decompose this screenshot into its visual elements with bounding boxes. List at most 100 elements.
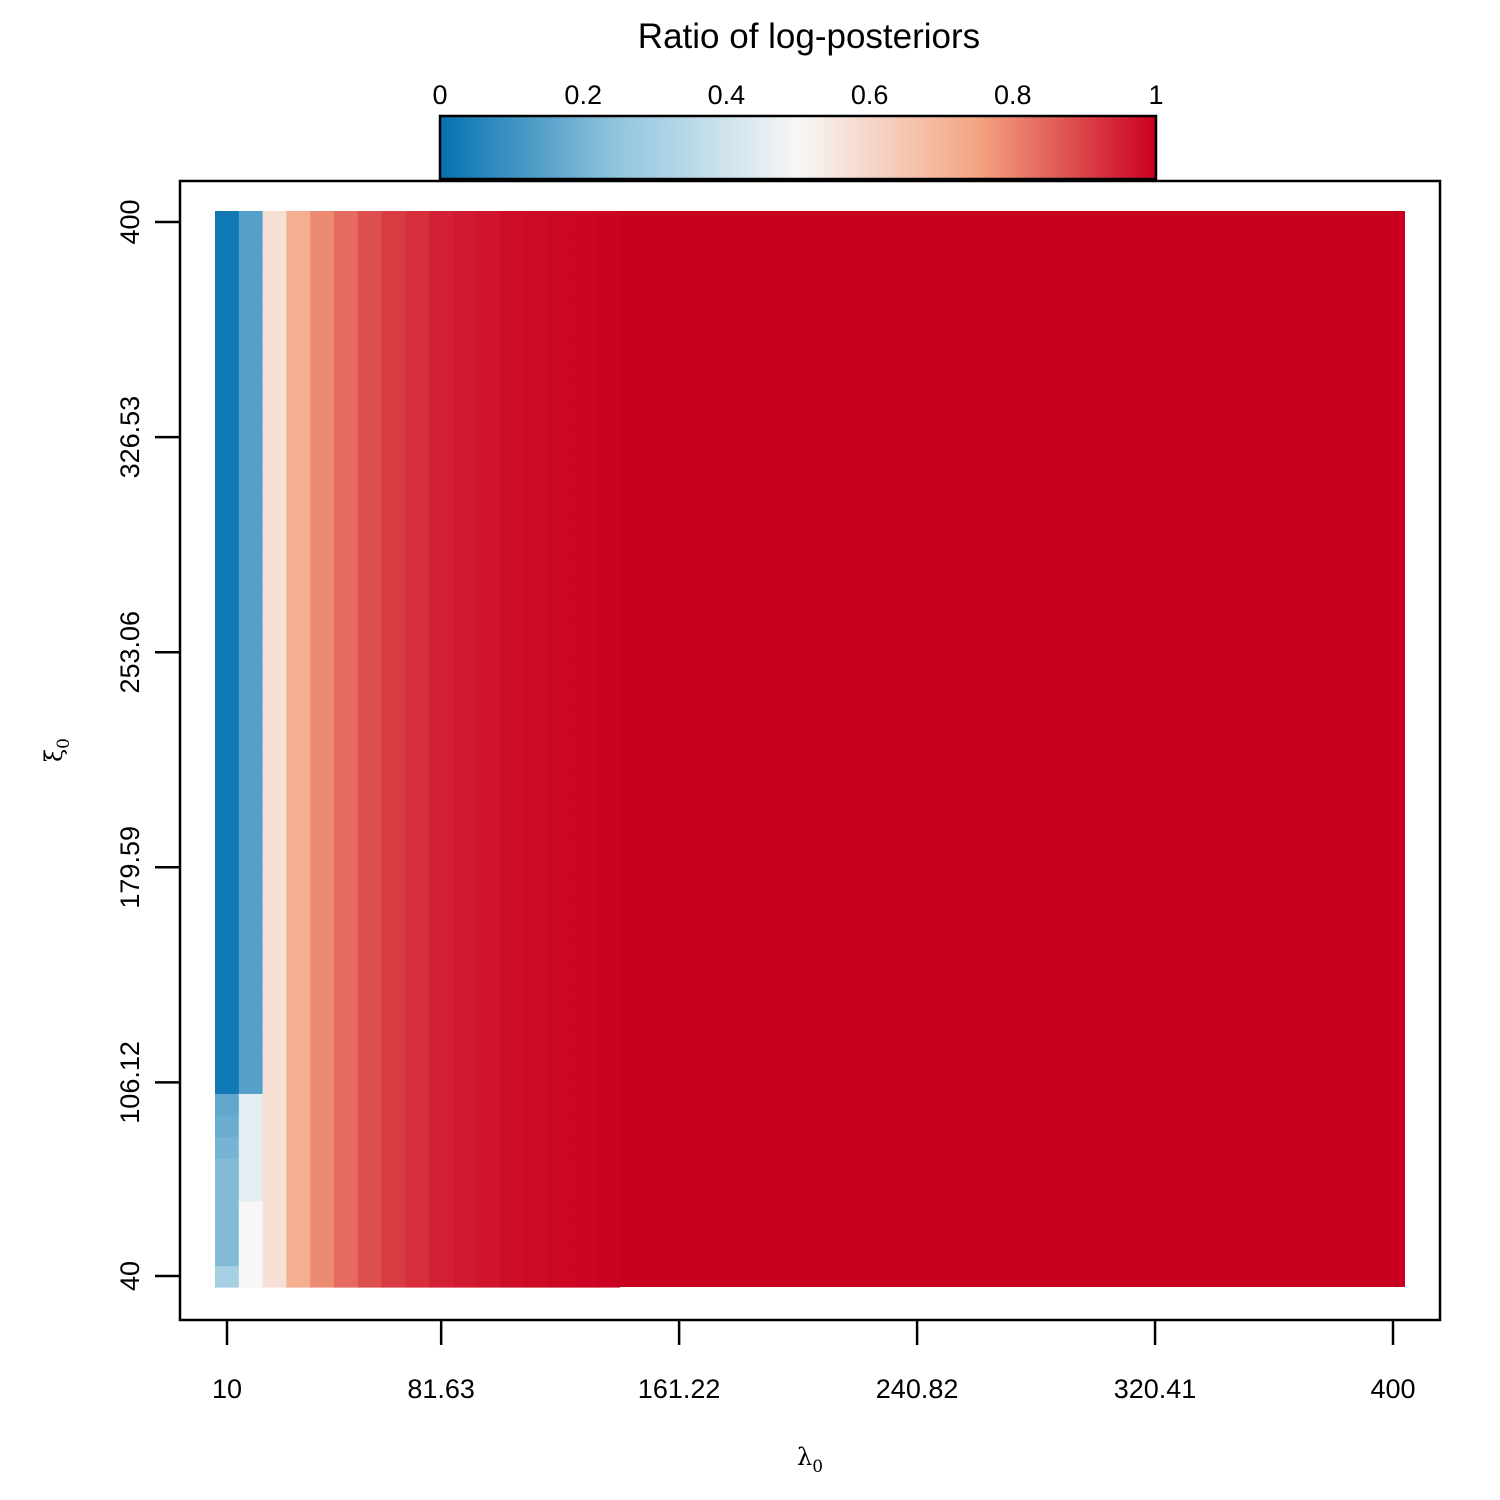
heatmap-cell bbox=[453, 232, 478, 255]
heatmap-cell bbox=[548, 899, 573, 922]
heatmap-cell bbox=[238, 275, 264, 298]
heatmap-cell bbox=[381, 598, 406, 621]
heatmap-cell bbox=[595, 1007, 621, 1030]
heatmap-cell bbox=[548, 964, 573, 987]
heatmap-cell bbox=[524, 490, 549, 513]
heatmap-cell bbox=[357, 512, 383, 535]
heatmap-cell bbox=[405, 921, 430, 944]
heatmap-cell bbox=[548, 856, 573, 879]
heatmap-cell bbox=[429, 856, 454, 879]
heatmap-cell bbox=[453, 383, 478, 406]
heatmap-cell bbox=[310, 1243, 335, 1267]
heatmap-cell bbox=[215, 1007, 240, 1030]
heatmap-cell bbox=[286, 512, 311, 535]
heatmap-cell bbox=[238, 964, 264, 987]
heatmap-cell bbox=[334, 1222, 359, 1245]
heatmap-cell bbox=[357, 985, 383, 1008]
heatmap-cell bbox=[572, 1243, 597, 1267]
heatmap-cell bbox=[310, 705, 335, 729]
heatmap-cell bbox=[238, 254, 264, 277]
heatmap-cell bbox=[405, 1200, 430, 1224]
heatmap-cell bbox=[476, 792, 502, 815]
heatmap-cell bbox=[310, 1200, 335, 1224]
heatmap-cell bbox=[334, 447, 359, 470]
heatmap-cell bbox=[595, 792, 621, 815]
heatmap-cell bbox=[524, 727, 549, 750]
heatmap-cell bbox=[334, 1136, 359, 1159]
heatmap-cell bbox=[238, 1222, 264, 1245]
heatmap-cell bbox=[429, 878, 454, 901]
heatmap-cell bbox=[453, 275, 478, 298]
y-axis-ticks: 40 106.12 179.59 253.06 326.53 400 bbox=[115, 199, 180, 1291]
heatmap-cell bbox=[548, 705, 573, 729]
heatmap-cell bbox=[429, 641, 454, 664]
heatmap-cell bbox=[572, 1007, 597, 1030]
heatmap-cell bbox=[453, 297, 478, 320]
heatmap-cell bbox=[334, 361, 359, 384]
heatmap-cell bbox=[334, 1071, 359, 1094]
heatmap-cell bbox=[453, 1114, 478, 1137]
heatmap-cell bbox=[310, 361, 335, 384]
heatmap-cell bbox=[238, 447, 264, 470]
heatmap-cell bbox=[262, 254, 287, 277]
heatmap-cell bbox=[595, 211, 621, 234]
heatmap-cell bbox=[500, 662, 525, 686]
heatmap-cell bbox=[595, 942, 621, 965]
heatmap-cell bbox=[357, 1050, 383, 1073]
heatmap-cell bbox=[572, 1179, 597, 1202]
heatmap-cell bbox=[548, 447, 573, 470]
heatmap-cell bbox=[500, 1007, 525, 1030]
heatmap-cell bbox=[310, 878, 335, 901]
heatmap-cell bbox=[215, 490, 240, 513]
heatmap-cell bbox=[405, 318, 430, 341]
heatmap-cell bbox=[405, 856, 430, 879]
heatmap-cell bbox=[381, 361, 406, 384]
heatmap-cell bbox=[238, 1007, 264, 1030]
heatmap-cell bbox=[262, 361, 287, 384]
heatmap-cell bbox=[476, 598, 502, 621]
heatmap-cell bbox=[524, 985, 549, 1008]
heatmap-cell bbox=[262, 512, 287, 535]
heatmap-cell bbox=[524, 899, 549, 922]
heatmap-cell bbox=[310, 662, 335, 686]
heatmap-cell bbox=[572, 921, 597, 944]
heatmap-cell bbox=[262, 490, 287, 513]
heatmap-cell bbox=[548, 533, 573, 556]
heatmap-cell bbox=[524, 426, 549, 449]
heatmap-cell bbox=[548, 318, 573, 341]
heatmap-cell bbox=[548, 297, 573, 320]
heatmap-cell bbox=[262, 705, 287, 729]
heatmap-cell bbox=[429, 447, 454, 470]
heatmap-cell bbox=[595, 340, 621, 363]
heatmap-cell bbox=[572, 1050, 597, 1073]
heatmap-cell bbox=[286, 985, 311, 1008]
heatmap-cell bbox=[476, 1028, 502, 1051]
heatmap-cell bbox=[500, 318, 525, 341]
heatmap-cell bbox=[500, 705, 525, 729]
heatmap-cell bbox=[524, 813, 549, 836]
heatmap-cell bbox=[334, 684, 359, 707]
heatmap-cell bbox=[357, 1114, 383, 1137]
heatmap-cell bbox=[476, 1265, 502, 1288]
heatmap-cell bbox=[334, 1157, 359, 1180]
heatmap-cell bbox=[238, 705, 264, 729]
heatmap-cell bbox=[476, 878, 502, 901]
heatmap-cell bbox=[572, 211, 597, 234]
heatmap-cell bbox=[572, 297, 597, 320]
heatmap-cell bbox=[405, 447, 430, 470]
heatmap-cell bbox=[310, 1179, 335, 1202]
heatmap-cell bbox=[286, 318, 311, 341]
heatmap-cell bbox=[334, 555, 359, 578]
heatmap-cell bbox=[286, 684, 311, 707]
heatmap-cell bbox=[500, 835, 525, 858]
heatmap-cell bbox=[238, 1200, 264, 1224]
heatmap-cell bbox=[595, 1050, 621, 1073]
heatmap-cell bbox=[405, 985, 430, 1008]
heatmap-cell bbox=[357, 404, 383, 427]
heatmap-cell bbox=[381, 705, 406, 729]
heatmap-cell bbox=[429, 899, 454, 922]
heatmap-cell bbox=[524, 383, 549, 406]
heatmap-cell bbox=[357, 921, 383, 944]
y-tick-label: 253.06 bbox=[115, 611, 145, 694]
heatmap-cell bbox=[429, 921, 454, 944]
